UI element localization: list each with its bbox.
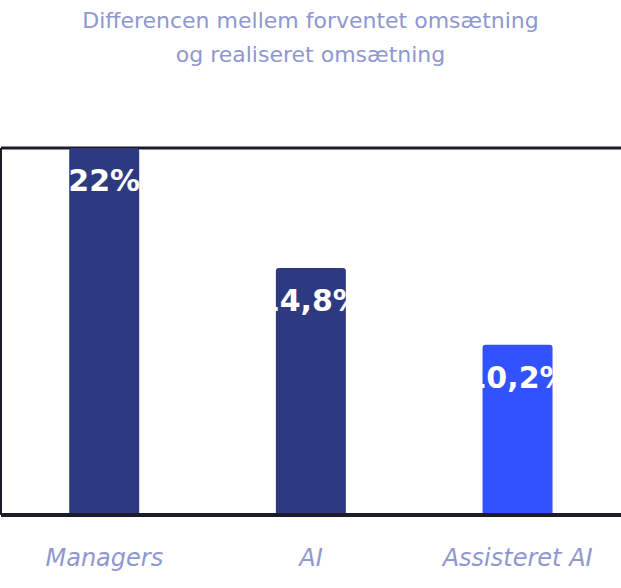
svg-text:AI: AI [297,544,323,572]
svg-text:Assisteret AI: Assisteret AI [441,544,593,572]
svg-text:10,2%: 10,2% [465,360,569,395]
svg-text:22%: 22% [68,163,140,198]
svg-text:Managers: Managers [45,544,163,572]
svg-text:14,8%: 14,8% [259,283,363,318]
html-text:Differencen mellem forventet o: Differencen mellem forventet omsætning o… [82,8,539,67]
